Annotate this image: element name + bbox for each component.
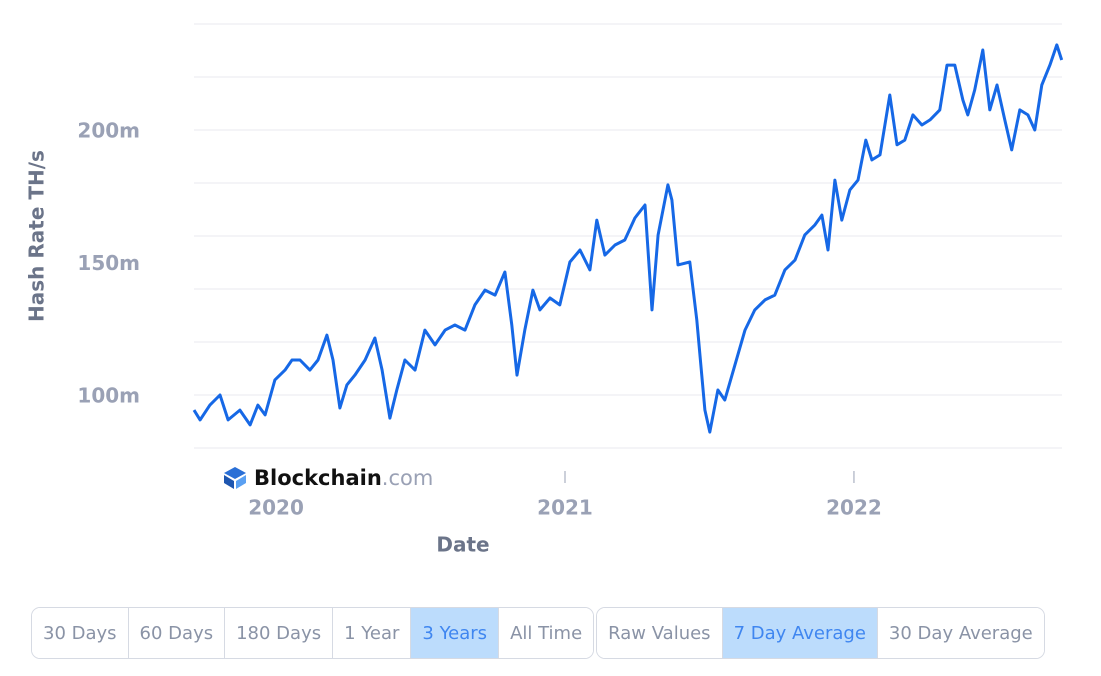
y-tick-label: 200m	[77, 119, 140, 143]
logo-icon	[224, 475, 234, 489]
logo-icon	[224, 467, 246, 479]
option-button[interactable]: 60 Days	[128, 608, 226, 658]
chart: Hash Rate TH/s Date 100m 150m 200m 2020 2021…	[25, 23, 1064, 557]
logo-icon	[236, 475, 246, 489]
y-axis-label: Hash Rate TH/s	[25, 150, 49, 322]
watermark-text: Blockchain.com	[254, 466, 433, 490]
x-tick-label: 2020	[248, 496, 304, 520]
watermark: Blockchain.com	[220, 463, 433, 493]
option-button[interactable]: 7 Day Average	[722, 608, 878, 658]
option-button[interactable]: 30 Days	[32, 608, 129, 658]
y-tick-label: 100m	[77, 384, 140, 408]
option-button[interactable]: 30 Day Average	[877, 608, 1044, 658]
option-button[interactable]: 1 Year	[333, 608, 412, 658]
button-group: 30 Days 60 Days 180 Days 1 Year 3 Years All T…	[31, 607, 595, 659]
button-group: Raw Values 7 Day Average 30 Day Average	[596, 607, 1045, 659]
controls: 30 Days 60 Days 180 Days 1 Year 3 Years All T…	[31, 607, 1045, 659]
watermark-bg	[220, 463, 430, 493]
option-button[interactable]: 3 Years	[411, 608, 500, 658]
y-tick-label: 150m	[77, 251, 140, 275]
x-tick-label: 2022	[826, 496, 882, 520]
brand-suffix: .com	[382, 466, 434, 490]
option-button[interactable]: All Time	[499, 608, 594, 658]
data-line	[192, 43, 1064, 434]
option-button[interactable]: 180 Days	[225, 608, 334, 658]
option-button[interactable]: Raw Values	[597, 608, 723, 658]
brand: Blockchain	[254, 466, 382, 490]
x-tick-label: 2021	[537, 496, 593, 520]
x-axis-label: Date	[436, 533, 489, 557]
